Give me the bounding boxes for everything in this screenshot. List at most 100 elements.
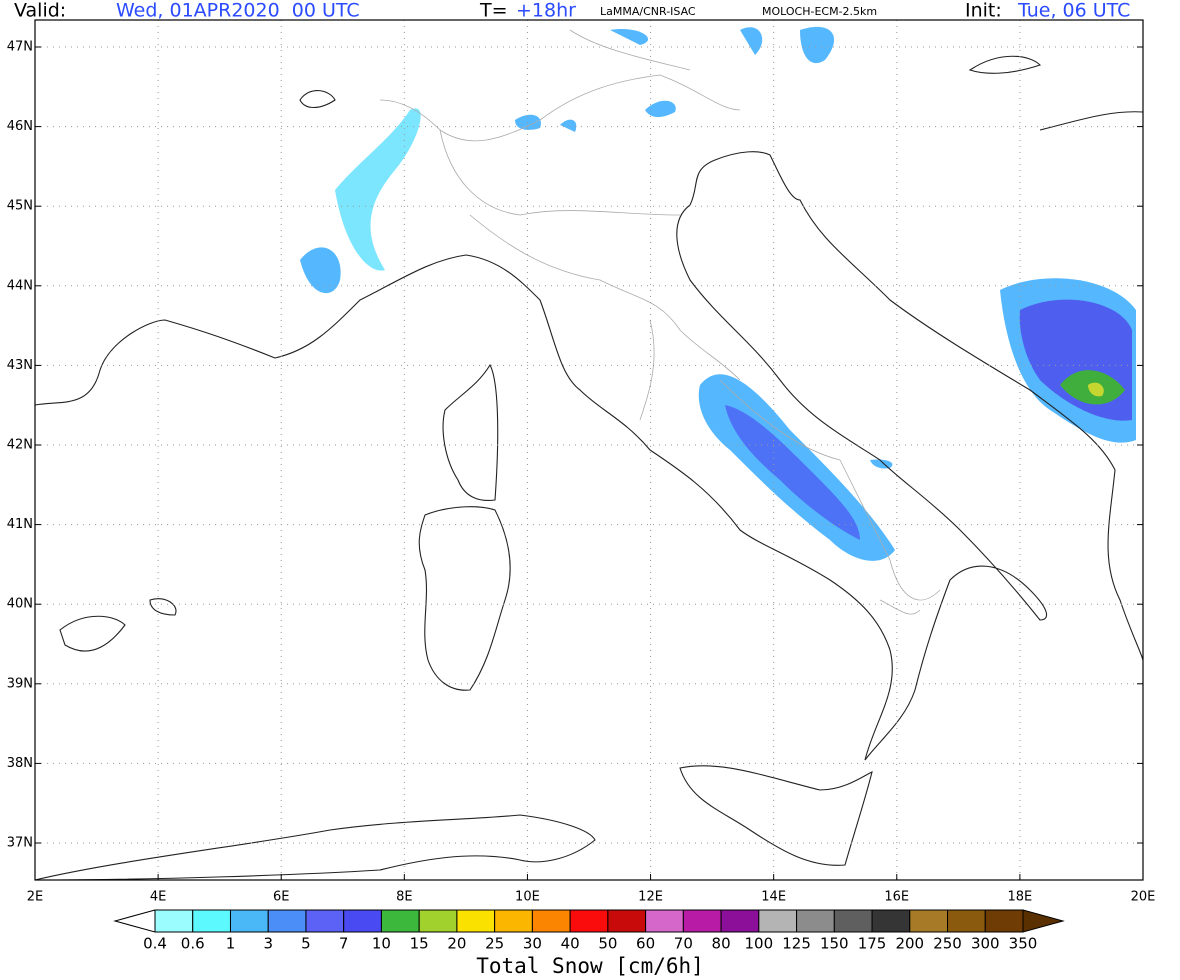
map xyxy=(34,26,1144,881)
t-label: T= xyxy=(479,0,508,22)
colorbar-box xyxy=(607,909,647,933)
colorbar-label: 50 xyxy=(598,935,617,953)
colorbar-box xyxy=(305,909,345,933)
colorbar-label: 25 xyxy=(485,935,504,953)
colorbar-box xyxy=(833,909,873,933)
lat-label: 40N xyxy=(7,597,33,612)
border xyxy=(379,29,941,615)
colorbar-box xyxy=(192,909,231,933)
colorbar-box xyxy=(796,909,835,933)
colorbar-box xyxy=(569,909,609,933)
coastline xyxy=(34,151,1144,761)
colorbar-label: 175 xyxy=(858,935,887,953)
colorbar-label: 10 xyxy=(372,935,391,953)
valid-label: Valid: xyxy=(14,0,66,22)
colorbar-label: 350 xyxy=(1009,935,1038,953)
colorbar-label: 20 xyxy=(447,935,466,953)
colorbar-label: 125 xyxy=(782,935,811,953)
lat-label: 46N xyxy=(7,119,33,134)
borders xyxy=(379,29,941,615)
colorbar-label: 250 xyxy=(933,935,962,953)
map-frame xyxy=(34,19,1144,881)
lon-label: 8E xyxy=(396,890,413,905)
colorbar-label: 60 xyxy=(636,935,655,953)
lon-label: 14E xyxy=(761,890,786,905)
colorbar-label: 70 xyxy=(674,935,693,953)
colorbar-box xyxy=(871,909,911,933)
lat-label: 41N xyxy=(7,517,33,532)
lon-label: 12E xyxy=(638,890,663,905)
colorbar-box xyxy=(984,909,1024,933)
colorbar-label: 0.6 xyxy=(181,935,205,953)
coastline xyxy=(442,363,499,502)
snow-area xyxy=(725,405,860,540)
colorbar-under xyxy=(113,909,156,933)
init-label: Init: xyxy=(965,0,1002,22)
colorbar-box xyxy=(380,909,420,933)
lon-label: 6E xyxy=(273,890,290,905)
colorbar-box xyxy=(720,909,760,933)
colorbar-box xyxy=(229,909,269,933)
colorbar-box xyxy=(267,909,307,933)
snow-area xyxy=(1019,299,1132,421)
colorbar-label: 150 xyxy=(820,935,849,953)
colorbar-label: 30 xyxy=(523,935,542,953)
colorbar-label: 15 xyxy=(410,935,429,953)
lat-label: 47N xyxy=(7,40,33,55)
colorbar-label: 5 xyxy=(301,935,311,953)
coastline xyxy=(34,814,596,881)
colorbar-label: 200 xyxy=(895,935,924,953)
snow-area xyxy=(335,108,421,271)
lon-label: 16E xyxy=(884,890,909,905)
valid-time: Wed, 01APR2020 00 UTC xyxy=(116,0,360,22)
colorbar-box xyxy=(154,909,194,933)
coastline xyxy=(59,598,177,652)
lon-label: 18E xyxy=(1008,890,1033,905)
lat-label: 38N xyxy=(7,756,33,771)
colorbar-box xyxy=(343,909,382,933)
coastlines xyxy=(34,55,1144,881)
init-time: Tue, 06 UTC xyxy=(1017,0,1130,22)
colorbar-over xyxy=(1022,909,1065,933)
lat-label: 39N xyxy=(7,676,33,691)
lon-label: 20E xyxy=(1131,890,1156,905)
lon-label: 2E xyxy=(27,890,44,905)
snow-area xyxy=(1088,382,1104,397)
source: LaMMA/CNR-ISAC xyxy=(600,5,696,18)
colorbar-label: 7 xyxy=(339,935,349,953)
colorbar-box xyxy=(758,909,798,933)
colorbar-title: Total Snow [cm/6h] xyxy=(476,954,704,978)
lat-label: 44N xyxy=(7,278,33,293)
t-value: +18hr xyxy=(516,0,576,22)
colorbar-box xyxy=(456,909,496,933)
colorbar-box xyxy=(418,909,458,933)
colorbar-box xyxy=(645,909,684,933)
colorbar-label: 0.4 xyxy=(143,935,167,953)
lat-label: 45N xyxy=(7,199,33,214)
colorbar-box xyxy=(682,909,722,933)
colorbar-box xyxy=(494,909,533,933)
colorbar-label: 80 xyxy=(712,935,731,953)
coastline xyxy=(679,765,873,866)
lat-label: 42N xyxy=(7,438,33,453)
colorbar-label: 300 xyxy=(971,935,1000,953)
lat-label: 43N xyxy=(7,358,33,373)
snow-fields xyxy=(300,26,1136,561)
header: Valid: Wed, 01APR2020 00 UTC T= +18hr La… xyxy=(14,0,1130,22)
colorbar-label: 40 xyxy=(561,935,580,953)
lon-label: 4E xyxy=(150,890,167,905)
lat-label: 37N xyxy=(7,836,33,851)
colorbar-label: 3 xyxy=(263,935,273,953)
colorbar-box xyxy=(531,909,571,933)
lon-label: 10E xyxy=(515,890,540,905)
colorbar-box xyxy=(909,909,949,933)
colorbar-box xyxy=(947,909,986,933)
snow-area xyxy=(300,247,341,294)
coastline xyxy=(418,506,511,691)
colorbar-label: 100 xyxy=(745,935,774,953)
model: MOLOCH-ECM-2.5km xyxy=(762,5,877,18)
colorbar-label: 1 xyxy=(226,935,236,953)
coastline xyxy=(299,55,1144,131)
